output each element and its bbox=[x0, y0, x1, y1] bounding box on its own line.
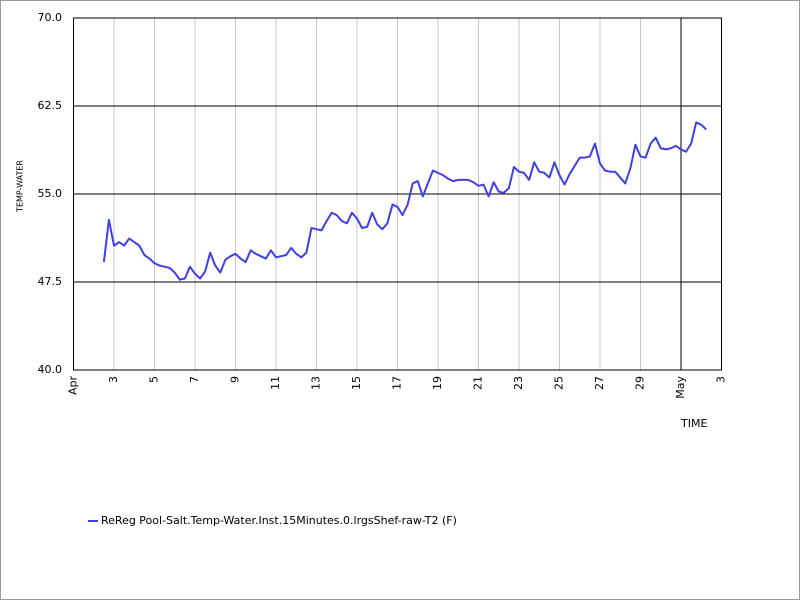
x-tick-label: 17 bbox=[391, 376, 404, 390]
x-tick-label: 9 bbox=[229, 376, 242, 383]
x-tick-label: 13 bbox=[310, 376, 323, 390]
x-axis-label: TIME bbox=[680, 417, 707, 430]
x-tick-label: 21 bbox=[472, 376, 485, 390]
x-tick-label: May bbox=[674, 376, 687, 399]
x-tick-label: 19 bbox=[431, 376, 444, 390]
legend-label: ReReg Pool-Salt.Temp-Water.Inst.15Minute… bbox=[101, 514, 457, 527]
x-tick-label: 27 bbox=[593, 376, 606, 390]
x-tick-label: 5 bbox=[148, 376, 161, 383]
x-tick-label: 11 bbox=[269, 376, 282, 390]
x-tick-label: 3 bbox=[107, 376, 120, 383]
x-tick-label: 3 bbox=[715, 376, 728, 383]
x-tick-label: 29 bbox=[634, 376, 647, 390]
data-line bbox=[102, 121, 707, 281]
y-tick-label: 40.0 bbox=[38, 363, 63, 376]
x-tick-label: 7 bbox=[188, 376, 201, 383]
x-tick-label: Apr bbox=[67, 376, 80, 396]
y-tick-label: 70.0 bbox=[38, 11, 63, 24]
x-tick-label: 25 bbox=[553, 376, 566, 390]
plot-border bbox=[73, 17, 722, 371]
y-axis-label: TEMP-WATER bbox=[16, 160, 25, 213]
x-tick-label: 15 bbox=[350, 376, 363, 390]
y-tick-label: 62.5 bbox=[38, 99, 63, 112]
y-tick-label: 55.0 bbox=[38, 187, 63, 200]
x-tick-label: 23 bbox=[512, 376, 525, 390]
y-tick-label: 47.5 bbox=[38, 275, 63, 288]
